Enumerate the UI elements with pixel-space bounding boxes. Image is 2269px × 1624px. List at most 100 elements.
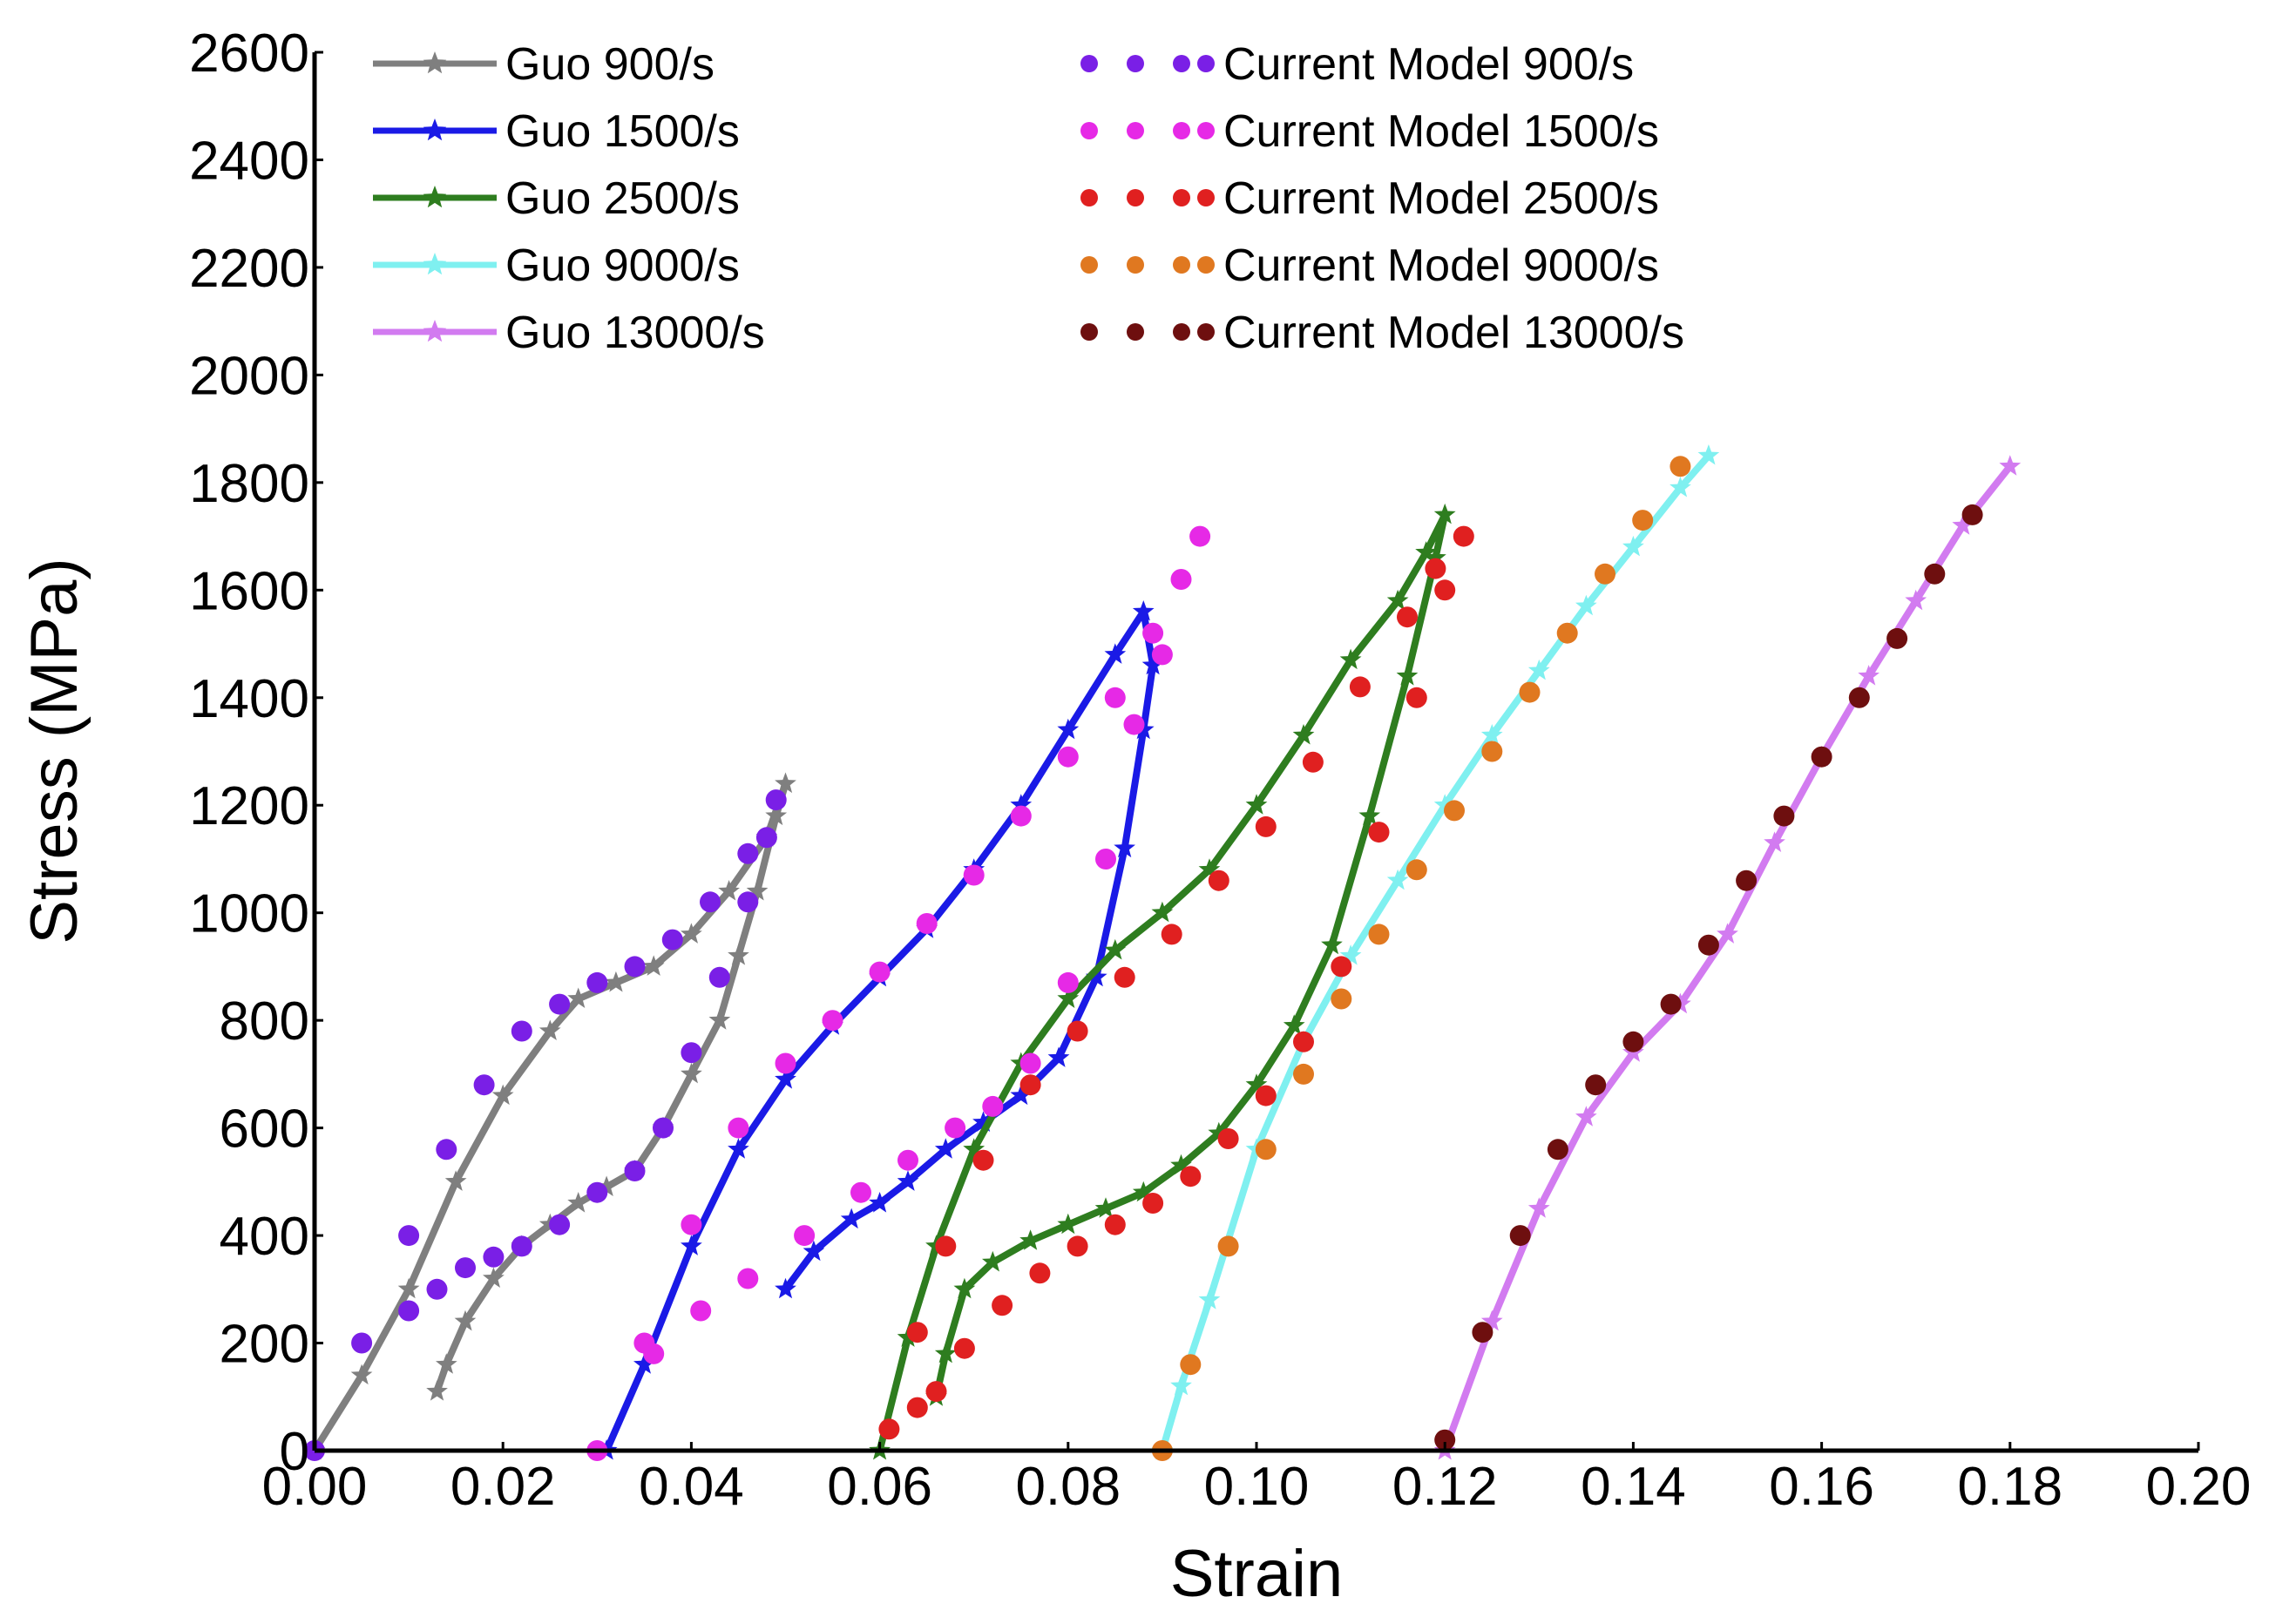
data-point-dot [1509,1225,1531,1247]
legend-item: Guo 9000/s [373,240,740,291]
data-point-dot [1697,934,1719,956]
data-point-star [1575,1106,1597,1127]
data-point-dot [897,1149,918,1171]
data-point-dot [1585,1074,1607,1096]
series-0 [303,772,796,1460]
data-point-star [982,1250,1004,1272]
data-point-dot [1434,579,1456,601]
x-tick-label: 0.08 [1015,1457,1121,1517]
legend-dot [1127,189,1144,206]
data-point-star [775,1068,796,1089]
data-point-star [972,1111,994,1132]
data-point-dot [1595,563,1615,585]
data-point-star [728,1138,749,1159]
legend-label: Current Model 2500/s [1223,173,1659,224]
legend-label: Guo 13000/s [505,308,765,358]
x-tick-label: 0.10 [1204,1457,1310,1517]
data-point-star [840,1208,863,1229]
legend-item: Guo 2500/s [373,173,740,224]
data-point-star [1575,594,1597,616]
legend: Guo 900/s Guo 1500/s Guo 2500/s Guo 9000/s G… [373,39,1684,358]
data-point-dot [708,966,730,988]
data-point-dot [1293,1063,1314,1085]
data-point-star [775,772,796,794]
legend-dot [1197,256,1215,274]
data-point-star [567,1192,589,1213]
data-point-star [1245,1073,1268,1094]
legend-item: Current Model 2500/s [1080,173,1659,224]
data-point-star [1019,1229,1041,1250]
y-tick-label: 2600 [189,24,309,84]
x-axis-title: Strain [1170,1537,1344,1611]
data-point-star [1622,535,1644,557]
data-point-dot [624,956,646,978]
data-point-star [1433,794,1456,815]
data-point-dot [681,1042,702,1064]
data-point-dot [1632,510,1654,531]
data-point-star [1094,1197,1117,1218]
ticks: 0.00 0.02 0.04 0.06 0.08 0.10 0.12 0.14 0.16 0.18… [189,24,2251,1517]
legend-dot [1197,55,1215,72]
data-point-star [1085,965,1107,987]
data-point-dot [906,1322,928,1343]
data-point-dot [436,1139,457,1160]
data-point-star [1141,653,1164,675]
data-point-star [642,955,665,976]
data-point-dot [737,891,759,913]
legend-item: Current Model 1500/s [1080,106,1659,157]
y-tick-label: 200 [220,1315,309,1375]
data-point-dot [794,1225,816,1247]
data-point-dot [1104,687,1126,708]
data-point-dot [1331,956,1352,978]
data-point-dot [1472,1322,1493,1343]
legend-item: Current Model 13000/s [1080,308,1684,358]
data-point-star [1010,794,1033,815]
data-point-dot [935,1235,957,1257]
data-point-star [728,944,749,965]
data-point-star [1010,1084,1033,1106]
data-point-star [1480,1309,1503,1331]
data-point-star [454,1309,477,1331]
data-point-star [775,1277,796,1299]
data-point-dot [906,1397,928,1418]
x-tick-label: 0.20 [2146,1457,2252,1517]
data-point-star [1358,804,1381,826]
data-point-dot [1114,966,1135,988]
data-point-star [1057,718,1080,740]
data-point-star [934,1342,957,1363]
data-point-star [1057,987,1080,1008]
legend-dot [1173,55,1190,72]
data-point-dot [1019,1074,1041,1096]
data-point-dot [586,1181,608,1203]
data-point-dot [982,1095,1004,1117]
legend-dot [1127,256,1144,274]
data-point-dot [1660,993,1682,1015]
data-point-star [350,1363,373,1385]
data-point-dot [1331,988,1352,1010]
data-point-star [1057,1213,1080,1235]
data-point-dot [549,1214,571,1235]
y-axis-title: Stress (MPa) [17,558,91,944]
legend-dot [1173,189,1190,206]
data-point-star [1952,514,1974,535]
data-point-dot [775,1052,796,1074]
data-point-star [397,1277,420,1299]
data-point-dot [869,961,891,983]
data-point-dot [1886,627,1908,649]
data-point-star [1433,503,1456,524]
data-point-dot [1067,1020,1088,1042]
data-point-dot [737,1268,759,1289]
data-point-star [1386,869,1409,890]
data-point-star [897,1170,919,1191]
data-point-star [491,1084,514,1106]
legend-star [423,253,447,275]
data-point-dot [1010,805,1032,827]
series-8 [1151,456,1691,1461]
data-point-star [869,1192,891,1213]
series-line [1159,453,1711,1452]
data-point-star [426,1380,448,1401]
data-point-dot [1142,622,1164,644]
data-point-dot [925,1381,947,1403]
data-point-dot [737,842,759,864]
data-point-star [1198,1289,1221,1309]
